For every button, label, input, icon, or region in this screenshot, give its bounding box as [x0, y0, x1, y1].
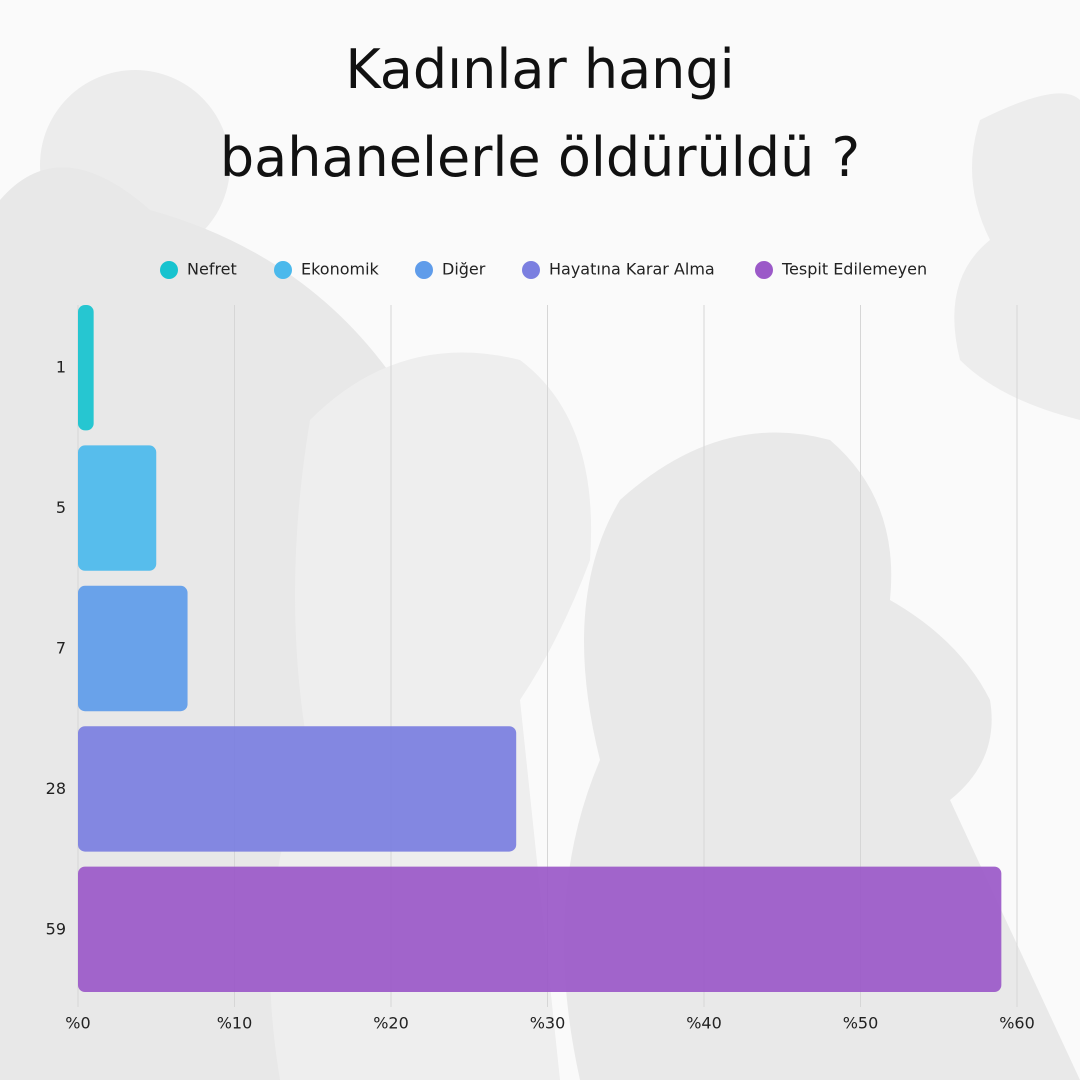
legend-label: Hayatına Karar Alma: [549, 260, 715, 279]
legend-item: Ekonomik: [274, 260, 380, 279]
legend-item: Tespit Edilemeyen: [755, 260, 927, 279]
bar: [78, 305, 94, 431]
x-tick-label: %40: [686, 1014, 722, 1033]
legend-item: Hayatına Karar Alma: [522, 260, 715, 279]
legend-label: Tespit Edilemeyen: [781, 260, 927, 279]
y-tick-label: 28: [46, 779, 66, 798]
legend: Nefret Ekonomik Diğer Hayatına Karar Alma Te…: [160, 260, 927, 279]
x-tick-label: %10: [217, 1014, 253, 1033]
plot-area: %0 %10 %20 %30 %40 %50 %60 1 5 7 28 59: [46, 305, 1035, 1033]
chart-title: Kadınlar hangi bahanelerle öldürüldü ?: [219, 38, 861, 189]
x-tick-label: %30: [530, 1014, 566, 1033]
x-tick-label: %0: [65, 1014, 90, 1033]
legend-item: Diğer: [415, 260, 486, 279]
bar: [78, 866, 1002, 992]
bar: [78, 585, 188, 712]
legend-item: Nefret: [160, 260, 237, 279]
legend-marker: [755, 261, 773, 279]
legend-marker: [274, 261, 292, 279]
x-tick-label: %60: [999, 1014, 1035, 1033]
legend-label: Ekonomik: [301, 260, 380, 279]
legend-marker: [160, 261, 178, 279]
bar: [78, 726, 517, 852]
legend-label: Nefret: [187, 260, 237, 279]
y-tick-label: 59: [46, 919, 66, 938]
bar: [78, 445, 157, 571]
x-tick-label: %50: [843, 1014, 879, 1033]
y-tick-label: 5: [56, 498, 66, 517]
y-tick-label: 1: [56, 358, 66, 377]
legend-label: Diğer: [442, 260, 486, 279]
y-tick-label: 7: [56, 638, 66, 657]
x-tick-label: %20: [373, 1014, 409, 1033]
legend-marker: [415, 261, 433, 279]
legend-marker: [522, 261, 540, 279]
